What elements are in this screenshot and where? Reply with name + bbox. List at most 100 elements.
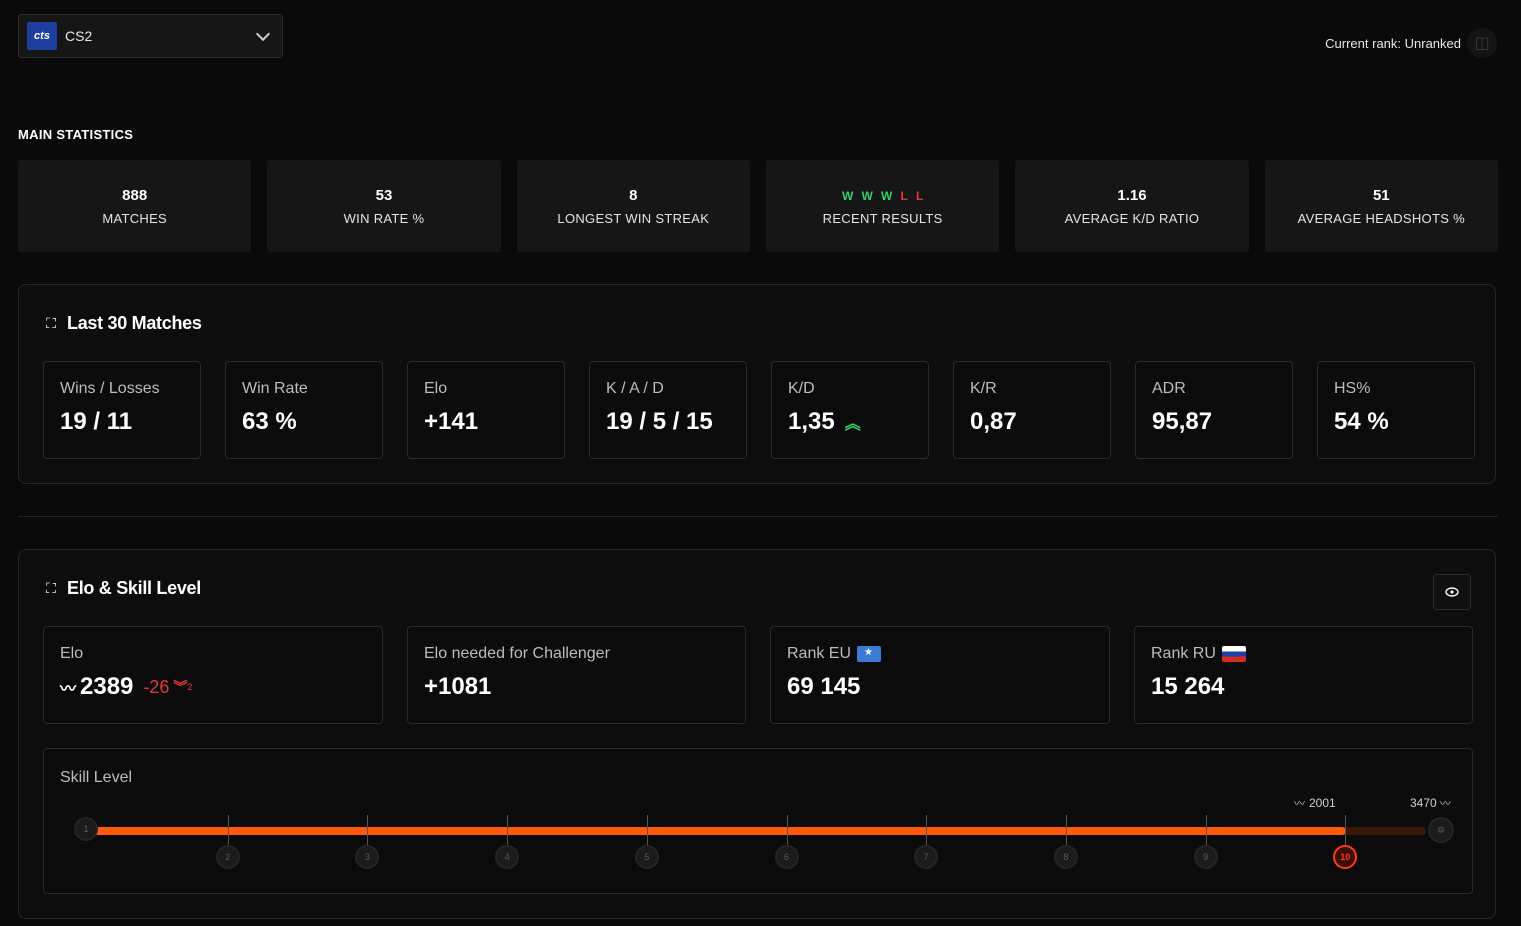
metric-card-rank-ru: Rank RU 15 264 xyxy=(1134,626,1473,724)
elo-delta: -26 xyxy=(143,676,170,697)
metric-value: 19 / 11 xyxy=(60,408,133,435)
recent-result: L xyxy=(915,188,924,203)
skill-level-9-icon: 9 xyxy=(1193,845,1218,869)
panel-title: Elo & Skill Level xyxy=(67,578,201,598)
skill-level-3-icon: 3 xyxy=(355,845,380,869)
level-tick xyxy=(786,815,788,845)
toggle-visibility-button[interactable] xyxy=(1433,574,1471,610)
metric-value: +141 xyxy=(424,408,479,435)
metric-card-challenger: Elo needed for Challenger +1081 xyxy=(407,626,746,724)
trend-icon: 〰 xyxy=(60,681,77,698)
skill-level-8-icon: 8 xyxy=(1053,845,1078,869)
stat-card-matches: 888 MATCHES xyxy=(18,160,252,252)
metric-value: 54 % xyxy=(1334,408,1389,435)
level10-min-marker: 〰 2001 xyxy=(1294,795,1336,811)
game-name: CS2 xyxy=(65,28,93,44)
max-value: 3470 xyxy=(1410,796,1437,810)
metric-label: K / A / D xyxy=(606,380,664,397)
metric-label: K/R xyxy=(970,380,997,397)
faceit-icon: ⛶ xyxy=(46,315,56,331)
metric-card-win-rate: Win Rate 63 % xyxy=(225,361,383,459)
recent-result: W xyxy=(841,188,854,203)
max-marker: 3470 〰 xyxy=(1410,795,1451,811)
skill-level-10-icon: 10 xyxy=(1333,845,1358,869)
double-chevron-up-icon: ︽ xyxy=(844,416,861,433)
game-select[interactable]: cts CS2 xyxy=(18,14,283,58)
metric-card-hs: HS% 54 % xyxy=(1317,361,1475,459)
stat-card-longest-win-streak: 8 LONGEST WIN STREAK xyxy=(516,160,750,252)
metric-label: Elo needed for Challenger xyxy=(424,645,610,662)
level-tick xyxy=(926,815,928,845)
stat-label: LONGEST WIN STREAK xyxy=(557,210,710,226)
metric-card-kad: K / A / D 19 / 5 / 15 xyxy=(589,361,747,459)
skill-level-box: Skill Level 〰 2001 3470 〰 1 2 3 4 5 6 7 8 9 10 ⚙ xyxy=(43,748,1473,894)
metric-label: HS% xyxy=(1334,380,1371,397)
metric-label: Elo xyxy=(424,380,448,397)
metric-label: Rank RU xyxy=(1151,645,1216,662)
main-statistics: 888 MATCHES 53 WIN RATE % 8 LONGEST WIN … xyxy=(18,160,1498,252)
panel-header: ⛶ Last 30 Matches xyxy=(43,313,202,334)
current-rank: Current rank: Unranked ◫ xyxy=(1325,28,1497,58)
metric-card-rank-eu: Rank EU 69 145 xyxy=(770,626,1110,724)
metric-card-elo: Elo 〰 2389 -26 ︾ 2 xyxy=(43,626,383,724)
panel-title: Last 30 Matches xyxy=(67,313,202,333)
level-tick xyxy=(1065,815,1067,845)
rank-badge-icon: ◫ xyxy=(1467,28,1497,58)
skill-level-label: Skill Level xyxy=(60,769,133,786)
recent-result: W xyxy=(861,188,873,203)
elo-stats: Elo 〰 2389 -26 ︾ 2 Elo needed for Challe… xyxy=(43,626,1473,724)
metric-value: 19 / 5 / 15 xyxy=(606,408,713,435)
double-chevron-down-icon: ︾ xyxy=(173,679,188,695)
skill-progress-fill xyxy=(92,827,1346,835)
stat-value: 51 xyxy=(1372,186,1390,204)
eu-flag-icon xyxy=(857,646,882,662)
elo-value: 2389 xyxy=(80,673,134,700)
skill-level-5-icon: 5 xyxy=(634,845,659,869)
current-rank-text: Current rank: Unranked xyxy=(1325,35,1461,51)
metric-card-adr: ADR 95,87 xyxy=(1135,361,1293,459)
main-statistics-title: MAIN STATISTICS xyxy=(18,127,134,142)
stat-label: WIN RATE % xyxy=(343,210,425,226)
level-tick xyxy=(367,815,369,845)
metric-value: 95,87 xyxy=(1152,408,1213,435)
elo-delta-sub: 2 xyxy=(187,682,193,692)
stat-value: 888 xyxy=(122,186,148,204)
elo-skill-panel: ⛶ Elo & Skill Level Elo 〰 2389 -26 ︾ 2 E… xyxy=(18,549,1496,919)
metric-value: +1081 xyxy=(424,673,492,700)
eye-icon xyxy=(1445,587,1459,597)
metric-card-wins-losses: Wins / Losses 19 / 11 xyxy=(43,361,201,459)
skill-level-4-icon: 4 xyxy=(495,845,520,869)
recent-result: L xyxy=(900,188,908,203)
metric-label: K/D xyxy=(788,380,815,397)
trend-icon: 〰 xyxy=(1294,798,1305,810)
skill-level-7-icon: 7 xyxy=(914,845,939,869)
metric-label: Wins / Losses xyxy=(60,380,160,397)
metric-card-kd: K/D 1,35 ︽ xyxy=(771,361,929,459)
stat-card-win-rate: 53 WIN RATE % xyxy=(267,160,501,252)
skill-level-1-icon: 1 xyxy=(74,817,98,841)
metric-card-elo: Elo +141 xyxy=(407,361,565,459)
metric-label: Win Rate xyxy=(242,380,308,397)
stat-label: RECENT RESULTS xyxy=(822,210,943,226)
level-tick xyxy=(507,815,509,845)
trend-icon: 〰 xyxy=(1439,798,1451,810)
last-30-matches-panel: ⛶ Last 30 Matches Wins / Losses 19 / 11 … xyxy=(18,284,1496,484)
stat-card-recent-results: W W W L L RECENT RESULTS xyxy=(765,160,1000,252)
last-30-stats: Wins / Losses 19 / 11 Win Rate 63 % Elo … xyxy=(43,361,1475,459)
faceit-icon: ⛶ xyxy=(46,580,56,596)
stat-value: 8 xyxy=(629,186,638,204)
metric-value: 1,35 xyxy=(788,408,835,435)
metric-label: ADR xyxy=(1152,380,1186,397)
stat-label: AVERAGE HEADSHOTS % xyxy=(1297,210,1465,226)
recent-result: W xyxy=(880,188,893,203)
metric-card-kr: K/R 0,87 xyxy=(953,361,1111,459)
stat-label: MATCHES xyxy=(102,210,168,226)
level-tick xyxy=(1345,815,1347,845)
chevron-down-icon xyxy=(255,26,271,42)
ru-flag-icon xyxy=(1221,646,1246,662)
metric-value: 63 % xyxy=(242,408,297,435)
metric-value-row: 1,35 ︽ xyxy=(788,408,912,436)
level-tick xyxy=(646,815,648,845)
metric-value: 69 145 xyxy=(787,673,861,700)
challenger-icon: ⚙ xyxy=(1428,817,1454,843)
